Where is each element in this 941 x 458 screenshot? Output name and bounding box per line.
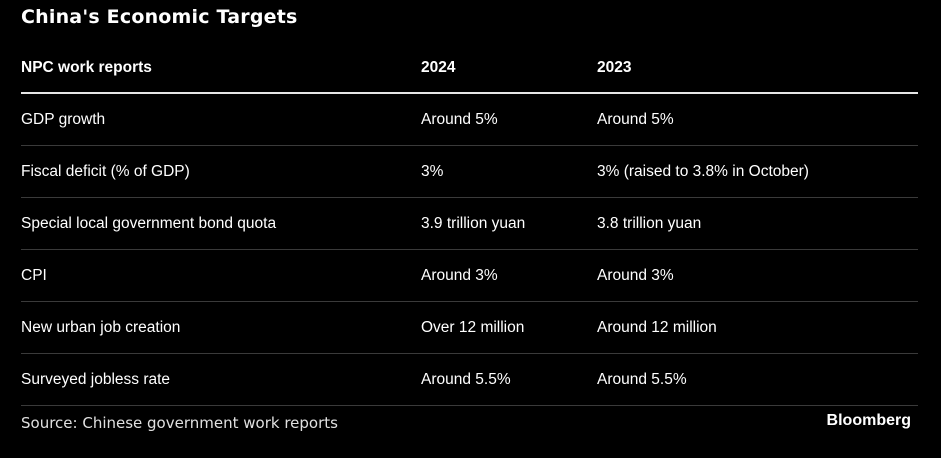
row-label: GDP growth <box>21 110 106 128</box>
cell-2024: 3.9 trillion yuan <box>421 214 526 232</box>
column-header-2023: 2023 <box>597 59 632 76</box>
table-row: GDP growth Around 5% Around 5% <box>21 94 918 146</box>
row-label: CPI <box>21 266 47 284</box>
table-header-row: NPC work reports 2024 2023 <box>21 44 918 94</box>
cell-2023: 3% (raised to 3.8% in October) <box>597 162 809 180</box>
row-label: Fiscal deficit (% of GDP) <box>21 162 190 180</box>
cell-2024: 3% <box>421 162 444 180</box>
cell-2023: Around 3% <box>597 266 674 284</box>
column-header-metric: NPC work reports <box>21 59 152 76</box>
cell-2024: Around 3% <box>421 266 498 284</box>
table-row: Surveyed jobless rate Around 5.5% Around… <box>21 354 918 406</box>
cell-2023: 3.8 trillion yuan <box>597 214 702 232</box>
brand-logo: Bloomberg <box>826 412 911 429</box>
table-row: CPI Around 3% Around 3% <box>21 250 918 302</box>
row-label: New urban job creation <box>21 318 181 336</box>
cell-2024: Around 5% <box>421 110 498 128</box>
source-note: Source: Chinese government work reports <box>21 414 338 432</box>
cell-2023: Around 12 million <box>597 318 717 336</box>
table-row: New urban job creation Over 12 million A… <box>21 302 918 354</box>
cell-2024: Around 5.5% <box>421 370 511 388</box>
page-title: China's Economic Targets <box>21 6 298 28</box>
table-row: Fiscal deficit (% of GDP) 3% 3% (raised … <box>21 146 918 198</box>
table-row: Special local government bond quota 3.9 … <box>21 198 918 250</box>
targets-table: NPC work reports 2024 2023 GDP growth Ar… <box>21 44 918 406</box>
row-label: Surveyed jobless rate <box>21 370 171 388</box>
cell-2023: Around 5.5% <box>597 370 687 388</box>
column-header-2024: 2024 <box>421 59 456 76</box>
row-label: Special local government bond quota <box>21 214 277 232</box>
cell-2023: Around 5% <box>597 110 674 128</box>
cell-2024: Over 12 million <box>421 318 525 336</box>
